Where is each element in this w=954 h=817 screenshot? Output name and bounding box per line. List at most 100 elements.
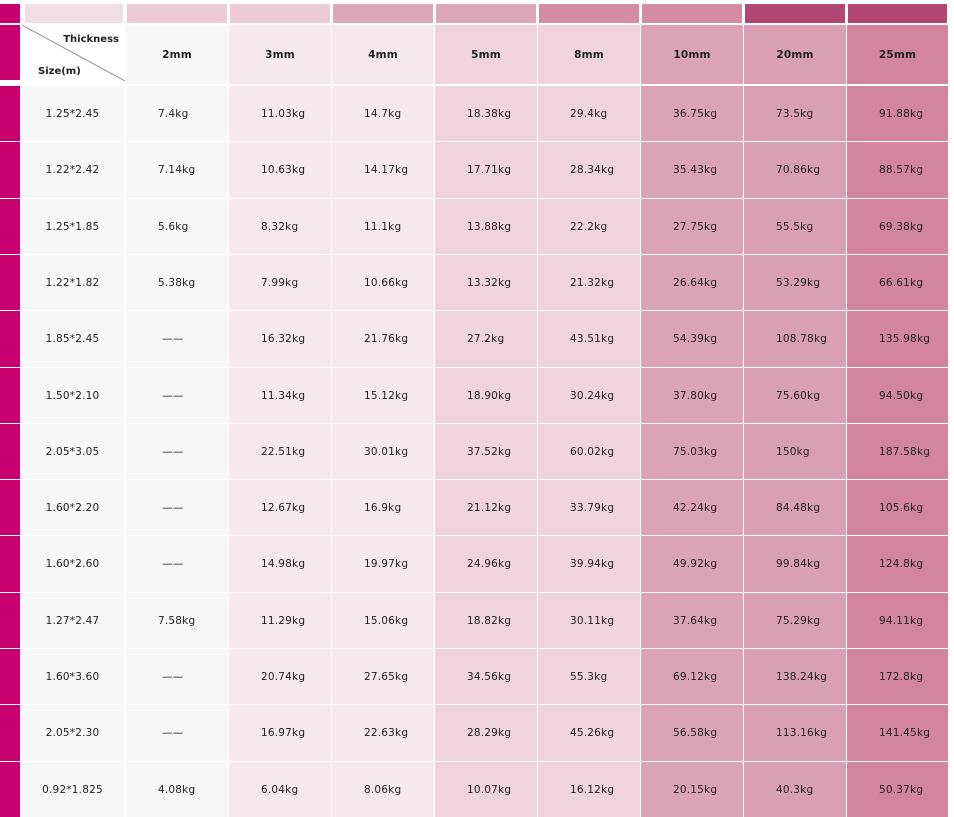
row-accent-bar: [0, 368, 20, 423]
row-accent-bar: [0, 480, 20, 535]
size-cell: 1.25*1.85: [21, 199, 124, 254]
size-cell: 1.50*2.10: [21, 368, 124, 423]
thickness-header: 2mm: [126, 25, 228, 84]
size-label: Size(m): [38, 66, 81, 77]
thickness-header: 8mm: [538, 25, 640, 84]
weight-cell: 7.99kg: [229, 255, 331, 310]
diagonal-divider: [21, 25, 125, 82]
weight-cell: 24.96kg: [435, 536, 537, 592]
weight-cell: 7.58kg: [126, 593, 228, 648]
weight-cell: 14.17kg: [332, 142, 434, 198]
weight-cell: 18.90kg: [435, 368, 537, 423]
weight-cell: 94.50kg: [847, 368, 948, 423]
thickness-header: 4mm: [332, 25, 434, 84]
color-swatch: [127, 4, 227, 23]
weight-cell: 56.58kg: [641, 705, 743, 761]
thickness-header: 20mm: [744, 25, 846, 84]
row-accent-bar: [0, 649, 20, 704]
size-cell: 2.05*3.05: [21, 424, 124, 479]
accent-bar: [0, 25, 20, 80]
weight-cell: 172.8kg: [847, 649, 948, 704]
weight-cell: 8.32kg: [229, 199, 331, 254]
weight-cell: 99.84kg: [744, 536, 846, 592]
weight-cell: 5.38kg: [126, 255, 228, 310]
row-accent-bar: [0, 593, 20, 648]
weight-cell: 60.02kg: [538, 424, 640, 479]
weight-cell: 55.5kg: [744, 199, 846, 254]
weight-cell: 11.1kg: [332, 199, 434, 254]
thickness-label: Thickness: [63, 34, 119, 45]
weight-cell: 37.64kg: [641, 593, 743, 648]
weight-cell: 16.32kg: [229, 311, 331, 367]
color-swatch: [333, 4, 433, 23]
weight-cell: 14.98kg: [229, 536, 331, 592]
weight-cell: 187.58kg: [847, 424, 948, 479]
row-accent-bar: [0, 536, 20, 592]
weight-cell: 88.57kg: [847, 142, 948, 198]
weight-cell: 69.12kg: [641, 649, 743, 704]
weight-cell: 11.03kg: [229, 86, 331, 141]
weight-cell: 108.78kg: [744, 311, 846, 367]
weight-cell: 27.2kg: [435, 311, 537, 367]
weight-cell: 55.3kg: [538, 649, 640, 704]
color-swatch: [539, 4, 639, 23]
color-swatch: [25, 4, 123, 23]
weight-cell: 13.32kg: [435, 255, 537, 310]
thickness-header: 10mm: [641, 25, 743, 84]
weight-cell: 14.7kg: [332, 86, 434, 141]
row-accent-bar: [0, 424, 20, 479]
weight-cell: 21.32kg: [538, 255, 640, 310]
size-cell: 2.05*2.30: [21, 705, 124, 761]
size-cell: 0.92*1.825: [21, 762, 124, 817]
weight-cell: 37.80kg: [641, 368, 743, 423]
weight-cell: ——: [126, 424, 228, 479]
weight-cell: 28.29kg: [435, 705, 537, 761]
weight-cell: 10.07kg: [435, 762, 537, 817]
weight-cell: 75.03kg: [641, 424, 743, 479]
weight-cell: 28.34kg: [538, 142, 640, 198]
weight-cell: 30.24kg: [538, 368, 640, 423]
weight-cell: 15.06kg: [332, 593, 434, 648]
size-cell: 1.25*2.45: [21, 86, 124, 141]
size-cell: 1.60*3.60: [21, 649, 124, 704]
weight-cell: 135.98kg: [847, 311, 948, 367]
weight-cell: 53.29kg: [744, 255, 846, 310]
weight-cell: 21.12kg: [435, 480, 537, 535]
weight-cell: 37.52kg: [435, 424, 537, 479]
weight-cell: ——: [126, 649, 228, 704]
weight-cell: 94.11kg: [847, 593, 948, 648]
weight-cell: 22.51kg: [229, 424, 331, 479]
weight-cell: 40.3kg: [744, 762, 846, 817]
weight-cell: 10.66kg: [332, 255, 434, 310]
color-swatch: [642, 4, 742, 23]
weight-cell: 35.43kg: [641, 142, 743, 198]
weight-cell: 30.01kg: [332, 424, 434, 479]
row-accent-bar: [0, 705, 20, 761]
weight-cell: 19.97kg: [332, 536, 434, 592]
accent-bar: [0, 4, 20, 23]
weight-cell: 42.24kg: [641, 480, 743, 535]
weight-cell: 21.76kg: [332, 311, 434, 367]
weight-cell: 30.11kg: [538, 593, 640, 648]
weight-cell: 113.16kg: [744, 705, 846, 761]
weight-cell: 6.04kg: [229, 762, 331, 817]
weight-cell: 43.51kg: [538, 311, 640, 367]
weight-cell: 50.37kg: [847, 762, 948, 817]
row-accent-bar: [0, 762, 20, 817]
thickness-header: 5mm: [435, 25, 537, 84]
weight-cell: 66.61kg: [847, 255, 948, 310]
weight-cell: ——: [126, 705, 228, 761]
weight-cell: 18.38kg: [435, 86, 537, 141]
weight-cell: 7.14kg: [126, 142, 228, 198]
weight-cell: 11.34kg: [229, 368, 331, 423]
weight-cell: 10.63kg: [229, 142, 331, 198]
weight-cell: 91.88kg: [847, 86, 948, 141]
weight-cell: 70.86kg: [744, 142, 846, 198]
weight-cell: ——: [126, 480, 228, 535]
weight-cell: 45.26kg: [538, 705, 640, 761]
weight-cell: 150kg: [744, 424, 846, 479]
weight-cell: 138.24kg: [744, 649, 846, 704]
row-accent-bar: [0, 142, 20, 198]
size-cell: 1.60*2.60: [21, 536, 124, 592]
